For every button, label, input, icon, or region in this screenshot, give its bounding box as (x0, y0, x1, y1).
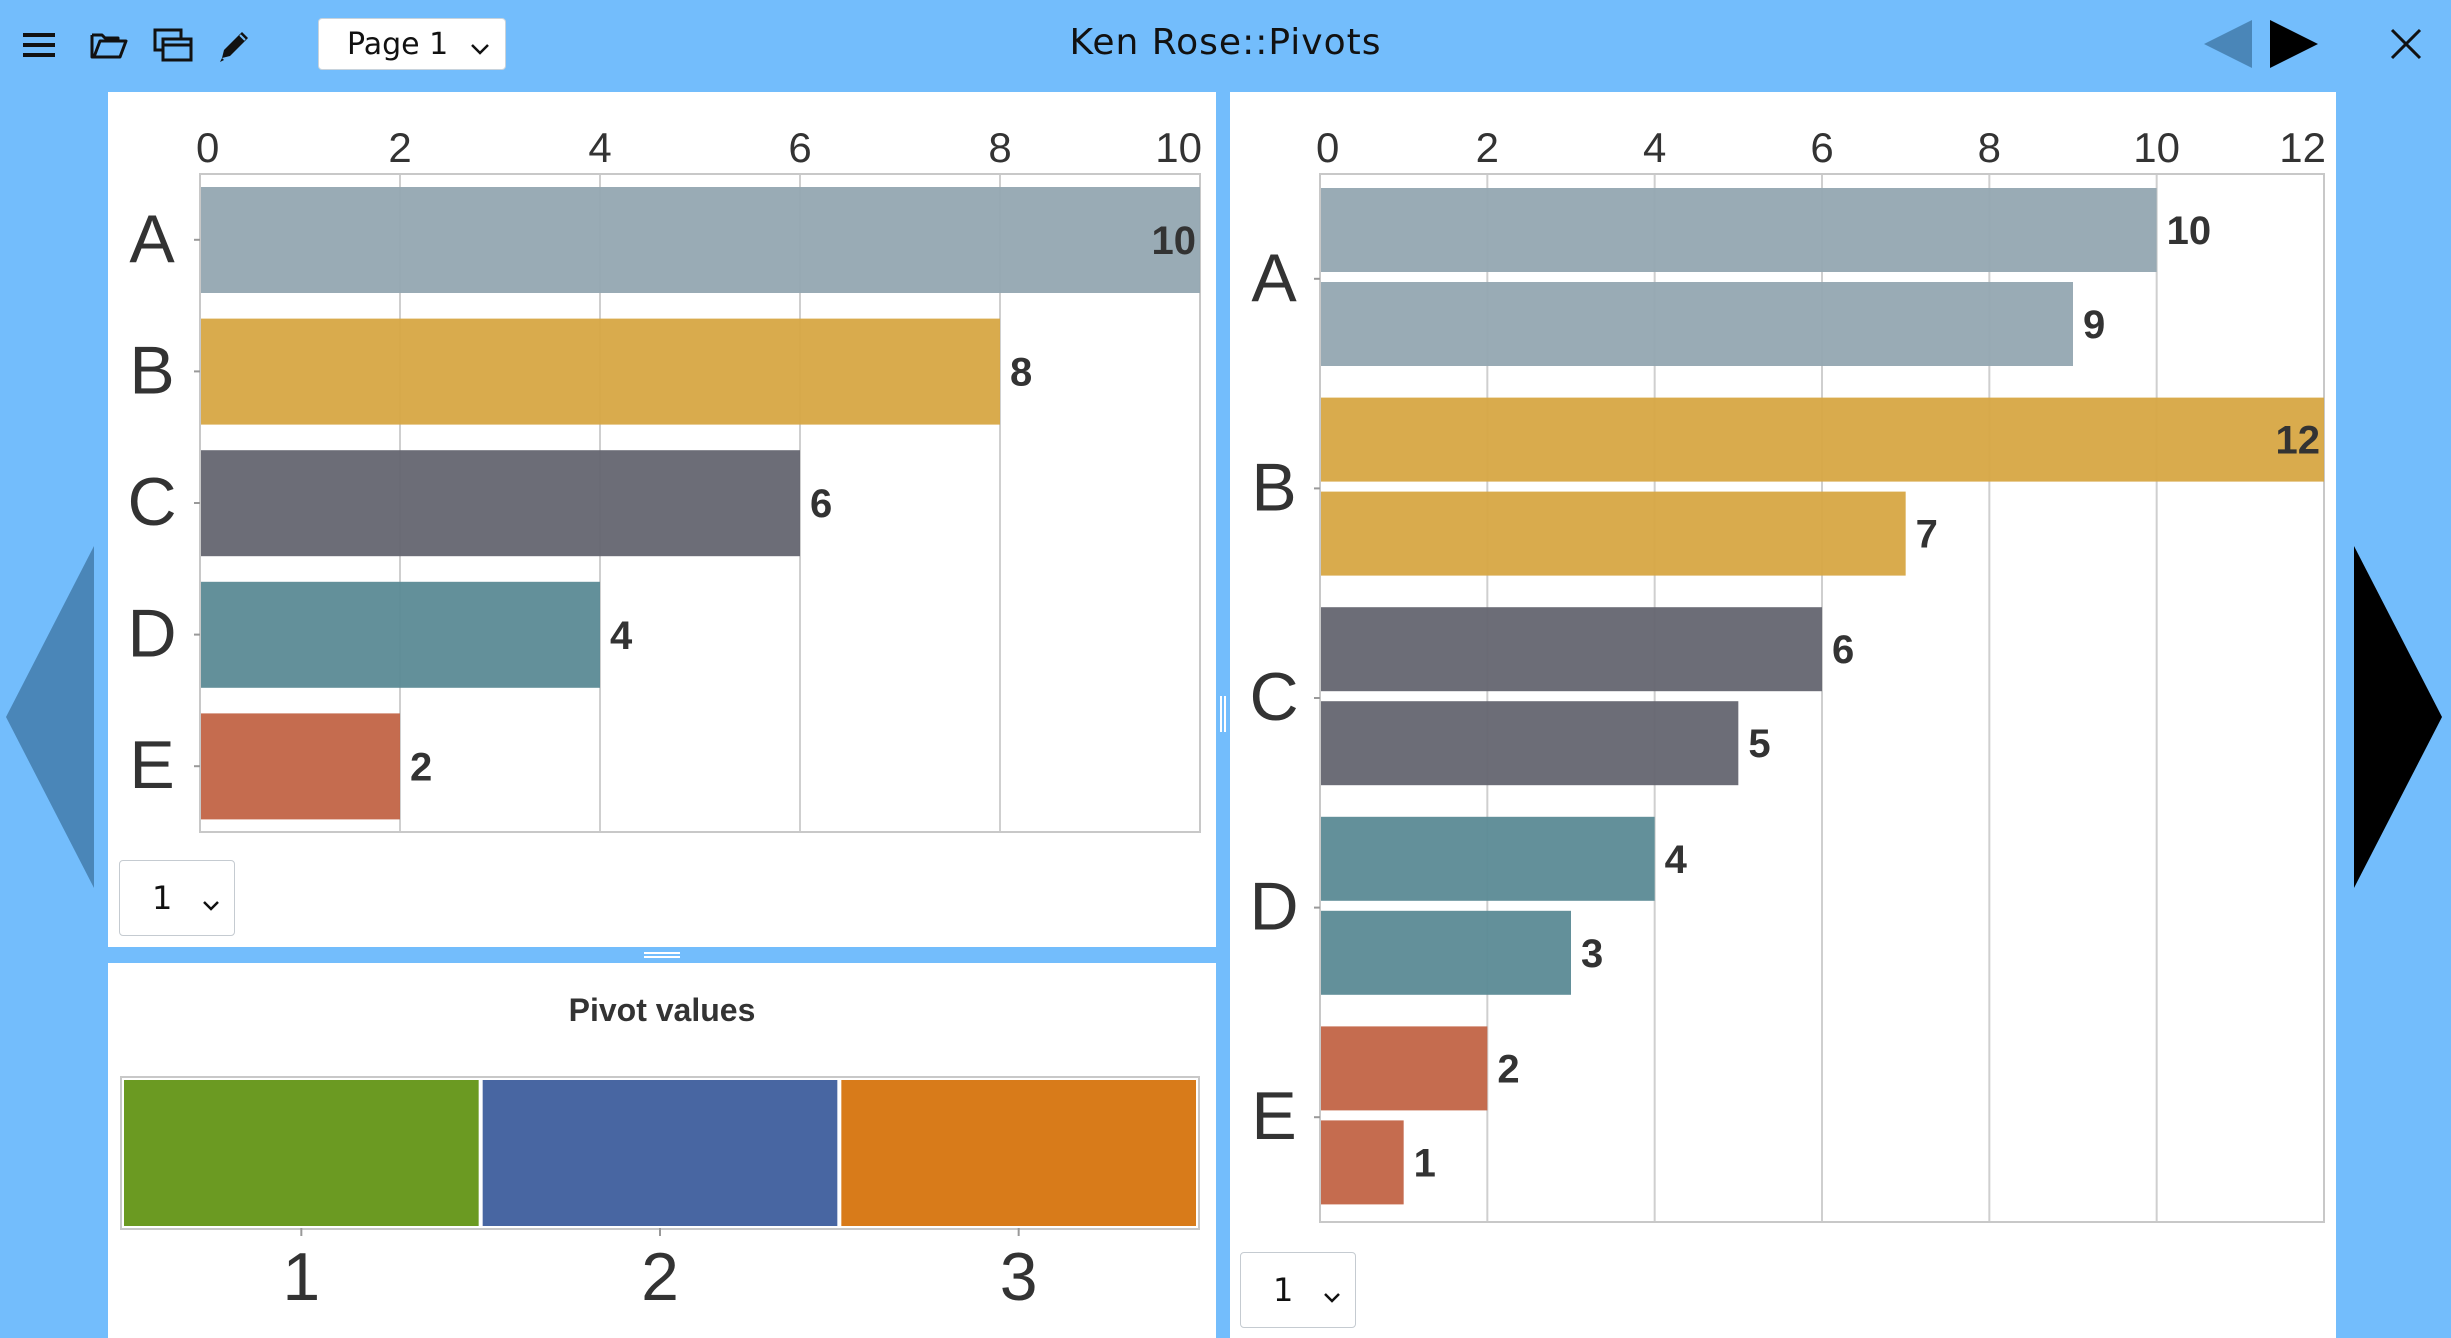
close-icon[interactable] (2384, 22, 2428, 66)
vertical-splitter[interactable] (1216, 92, 1230, 1338)
left-bar-chart: 0 2 4 6 8 10 A 10 B 8 C 6 D 4 E 2 (127, 124, 1202, 833)
previous-page-icon[interactable] (2202, 18, 2254, 70)
x-tick-label: 8 (1978, 124, 2001, 171)
pivot-legend-chart: 1 2 3 (120, 1076, 1200, 1315)
data-label: 9 (2083, 303, 2105, 347)
bar (201, 318, 1000, 425)
x-tick-label: 8 (988, 124, 1011, 171)
x-tick-label: 10 (1155, 124, 1202, 171)
windows-icon[interactable] (150, 22, 196, 68)
bar (1321, 1026, 1488, 1111)
data-label: 2 (1497, 1047, 1519, 1091)
category-label: E (129, 727, 174, 803)
data-label: 4 (610, 614, 633, 658)
folder-open-icon[interactable] (86, 22, 132, 68)
previous-slide-arrow[interactable] (4, 544, 96, 890)
chevron-down-icon (469, 33, 491, 68)
bar (201, 713, 400, 820)
pivot-label: 3 (1000, 1239, 1038, 1315)
pivot-swatch (482, 1080, 838, 1226)
bar (1321, 397, 2324, 482)
pivot-swatch (841, 1080, 1196, 1226)
data-label: 1 (1414, 1141, 1436, 1185)
right-bar-chart: 0 2 4 6 8 10 12 A 10 9 B 12 7 C 6 5 D 4 3 E 2 1 (1249, 124, 2326, 1223)
bar (1321, 910, 1571, 995)
category-label: A (129, 201, 175, 277)
data-label: 10 (1152, 219, 1197, 263)
data-label: 7 (1916, 513, 1938, 557)
x-tick-label: 0 (196, 124, 219, 171)
category-label: D (127, 596, 176, 672)
pivot-label: 2 (641, 1239, 679, 1315)
bar (201, 450, 800, 557)
x-tick-label: 4 (588, 124, 611, 171)
category-label: B (1251, 449, 1296, 525)
x-tick-label: 10 (2133, 124, 2180, 171)
data-label: 4 (1665, 838, 1688, 882)
horizontal-splitter[interactable] (108, 947, 1216, 963)
chevron-down-icon (1321, 1279, 1343, 1317)
x-tick-label: 0 (1316, 124, 1339, 171)
bar (1321, 491, 1906, 576)
pivot-legend-title: Pivot values (568, 992, 756, 1028)
next-page-icon[interactable] (2268, 18, 2320, 70)
x-tick-label: 4 (1643, 124, 1666, 171)
data-label: 2 (410, 745, 432, 789)
data-label: 10 (2167, 209, 2212, 253)
bar (1321, 282, 2073, 366)
chevron-down-icon (200, 887, 222, 925)
bar (1321, 188, 2157, 272)
category-label: C (1249, 659, 1298, 735)
data-label: 3 (1581, 932, 1603, 976)
left-chart-select-value: 1 (152, 879, 173, 917)
x-tick-label: 6 (788, 124, 811, 171)
next-slide-arrow[interactable] (2352, 544, 2444, 890)
page-select-value: Page 1 (347, 26, 449, 62)
category-label: C (127, 464, 176, 540)
data-label: 5 (1748, 722, 1770, 766)
bar (1321, 607, 1822, 692)
bar (1321, 816, 1655, 901)
x-tick-label: 6 (1810, 124, 1833, 171)
window-title: Ken Rose::Pivots (1069, 22, 1382, 63)
x-tick-label: 2 (388, 124, 411, 171)
bar (201, 581, 600, 688)
pencil-icon[interactable] (212, 22, 258, 68)
data-label: 12 (2276, 419, 2321, 463)
bar (1321, 1120, 1404, 1205)
right-chart-select[interactable]: 1 (1240, 1252, 1356, 1328)
x-tick-label: 2 (1476, 124, 1499, 171)
category-label: A (1251, 240, 1297, 316)
toolbar: Page 1 Ken Rose::Pivots (0, 0, 2451, 92)
data-label: 6 (810, 482, 832, 526)
right-chart-select-value: 1 (1273, 1271, 1294, 1309)
left-chart-panel: 0 2 4 6 8 10 A 10 B 8 C 6 D 4 E 2 1 (108, 92, 1216, 947)
category-label: D (1249, 869, 1298, 945)
right-chart-panel: 0 2 4 6 8 10 12 A 10 9 B 12 7 C 6 5 D 4 3 E 2 1 1 (1230, 92, 2336, 1338)
left-chart-select[interactable]: 1 (119, 860, 235, 936)
bar (1321, 701, 1739, 786)
data-label: 8 (1010, 351, 1032, 395)
category-label: E (1251, 1078, 1296, 1154)
pivot-label: 1 (282, 1239, 320, 1315)
bar (201, 187, 1200, 293)
pivot-swatch (124, 1080, 479, 1226)
page-select[interactable]: Page 1 (318, 18, 506, 70)
menu-icon[interactable] (16, 22, 62, 68)
data-label: 6 (1832, 628, 1854, 672)
x-tick-label: 12 (2279, 124, 2326, 171)
category-label: B (129, 332, 174, 408)
